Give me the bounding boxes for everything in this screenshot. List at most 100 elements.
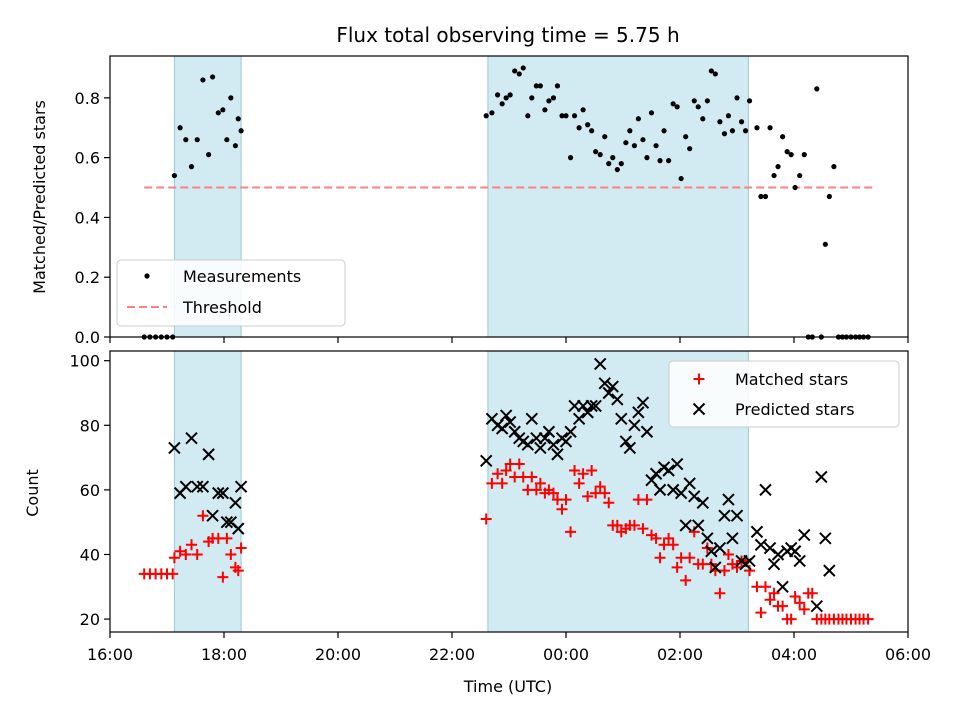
bottom-plus-marker bbox=[768, 587, 780, 599]
top-point bbox=[653, 143, 659, 149]
bottom-x-marker bbox=[718, 509, 731, 522]
bottom-x-marker bbox=[628, 419, 641, 432]
bottom-x-marker bbox=[521, 438, 535, 451]
top-point bbox=[742, 128, 749, 134]
bottom-plus-marker bbox=[186, 539, 198, 551]
bottom-plus-marker bbox=[684, 552, 696, 564]
top-point bbox=[525, 113, 531, 119]
bottom-x-marker bbox=[679, 519, 692, 532]
bottom-x-marker bbox=[602, 386, 615, 400]
bottom-x-marker bbox=[662, 464, 675, 477]
top-point bbox=[754, 125, 760, 131]
top-point bbox=[546, 98, 552, 104]
top-point bbox=[814, 86, 820, 92]
top-point bbox=[483, 113, 489, 119]
bottom-plus-marker bbox=[731, 561, 743, 573]
bottom-plus-marker bbox=[599, 487, 611, 499]
top-y-axis-label: Matched/Predicted stars bbox=[30, 100, 49, 294]
top-point bbox=[700, 116, 706, 122]
bottom-x-tick-label: 06:00 bbox=[885, 645, 931, 664]
top-point bbox=[627, 128, 633, 134]
top-y-tick-label: 0.2 bbox=[75, 268, 100, 287]
bottom-x-marker bbox=[589, 399, 602, 413]
bottom-plus-marker bbox=[556, 503, 568, 515]
bottom-x-marker bbox=[823, 564, 836, 577]
bottom-plus-marker bbox=[167, 568, 179, 580]
bottom-axes-frame bbox=[109, 350, 909, 633]
top-legend-box bbox=[116, 259, 346, 327]
bottom-x-marker bbox=[229, 496, 242, 510]
bottom-x-marker bbox=[670, 457, 684, 471]
top-shaded-interval bbox=[487, 55, 749, 338]
bottom-x-marker bbox=[705, 545, 718, 558]
chart-title: Flux total observing time = 5.75 h bbox=[336, 23, 679, 47]
top-y-tick-label: 0.6 bbox=[75, 149, 100, 168]
bottom-x-marker bbox=[726, 532, 739, 545]
bottom-plus-marker bbox=[547, 487, 559, 499]
bottom-plus-marker bbox=[573, 477, 585, 489]
top-legend-marker-measurements bbox=[144, 273, 150, 279]
bottom-x-marker bbox=[636, 396, 650, 409]
bottom-plus-marker bbox=[500, 465, 512, 477]
bottom-x-marker bbox=[649, 467, 663, 480]
bottom-x-tick-label: 04:00 bbox=[771, 645, 817, 664]
top-point bbox=[618, 161, 624, 167]
bottom-x-marker bbox=[611, 393, 624, 406]
bottom-plus-marker bbox=[577, 468, 589, 480]
top-point bbox=[224, 137, 230, 143]
bottom-plus-marker bbox=[794, 597, 806, 609]
bottom-plus-marker bbox=[641, 494, 653, 506]
top-point bbox=[580, 107, 586, 113]
bottom-plus-marker bbox=[722, 548, 734, 560]
top-point bbox=[597, 152, 603, 158]
top-point bbox=[215, 110, 221, 116]
top-point bbox=[503, 95, 509, 101]
bottom-x-marker bbox=[771, 548, 785, 561]
bottom-x-marker bbox=[593, 357, 607, 371]
top-point bbox=[678, 175, 684, 182]
top-point bbox=[593, 149, 599, 155]
bottom-plus-marker bbox=[654, 552, 666, 564]
bottom-panel: 20 40 60 80 100 16:00 18:00 20:00 22:00 00:00 02:0… bbox=[69, 350, 931, 664]
top-point bbox=[563, 113, 569, 119]
top-point bbox=[666, 158, 672, 164]
bottom-plus-marker bbox=[492, 468, 504, 480]
top-point bbox=[571, 113, 578, 119]
bottom-plus-marker bbox=[594, 481, 606, 493]
bottom-x-marker bbox=[793, 554, 806, 568]
top-point bbox=[631, 143, 638, 149]
bottom-plus-marker bbox=[582, 490, 594, 502]
top-point bbox=[610, 155, 616, 161]
bottom-x-marker bbox=[185, 431, 198, 445]
top-point bbox=[780, 134, 786, 140]
top-point bbox=[567, 155, 574, 161]
top-point bbox=[495, 92, 501, 98]
bottom-x-tick-label: 16:00 bbox=[87, 645, 133, 664]
top-point bbox=[717, 119, 723, 125]
bottom-x-tick-label: 00:00 bbox=[543, 645, 589, 664]
bottom-x-marker bbox=[585, 399, 598, 413]
top-point bbox=[537, 83, 543, 89]
top-point bbox=[210, 74, 216, 80]
bottom-x-marker bbox=[767, 557, 781, 571]
bottom-x-marker bbox=[581, 406, 594, 419]
top-panel: 0.0 0.2 0.4 0.6 0.8 Measurements Threshold bbox=[75, 55, 909, 347]
top-point bbox=[708, 68, 714, 74]
top-point bbox=[228, 95, 234, 101]
top-point bbox=[614, 166, 620, 173]
top-point bbox=[683, 134, 689, 140]
top-y-tick-label: 0.8 bbox=[75, 89, 100, 108]
top-point bbox=[644, 155, 650, 161]
top-point bbox=[516, 71, 522, 77]
top-point bbox=[542, 107, 548, 113]
bottom-x-marker bbox=[191, 480, 204, 493]
bottom-plus-marker bbox=[806, 587, 818, 599]
bottom-x-tick-label: 18:00 bbox=[201, 645, 247, 664]
bottom-plus-marker bbox=[650, 532, 662, 544]
top-point bbox=[729, 128, 736, 134]
top-point bbox=[238, 128, 244, 134]
bottom-x-tick-label: 02:00 bbox=[657, 645, 703, 664]
bottom-x-marker bbox=[709, 561, 722, 574]
top-point bbox=[635, 116, 641, 122]
